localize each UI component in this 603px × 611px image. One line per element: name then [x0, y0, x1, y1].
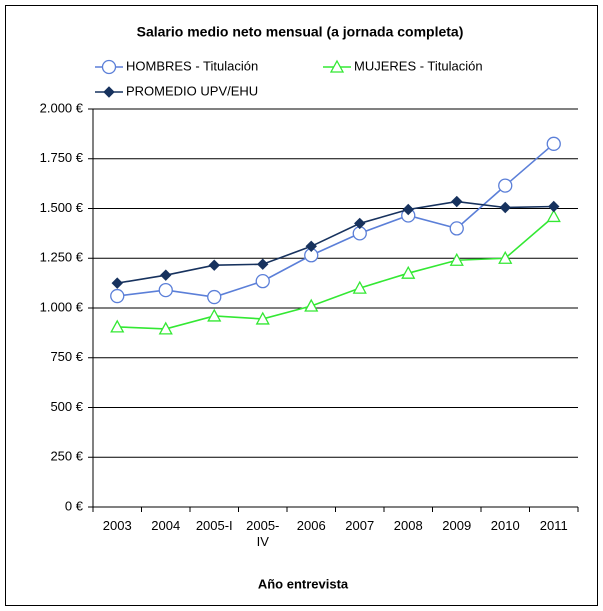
- marker: [546, 136, 561, 151]
- x-axis-title: Año entrevista: [258, 576, 349, 591]
- marker: [352, 280, 367, 294]
- marker: [110, 288, 125, 304]
- marker: [449, 221, 464, 236]
- marker: [451, 195, 463, 208]
- marker: [207, 289, 222, 305]
- x-tick-label: 2010: [490, 518, 520, 533]
- marker: [305, 240, 317, 253]
- x-tick-label: 2003: [102, 518, 132, 533]
- marker: [158, 321, 173, 335]
- y-tick-label: 0 €: [65, 498, 84, 513]
- series-line: [117, 200, 554, 284]
- x-tick-label: 2011: [539, 518, 568, 533]
- legend-marker: [101, 59, 117, 75]
- x-tick-label: 2004: [151, 518, 181, 533]
- y-tick-label: 500 €: [50, 399, 83, 414]
- series-line: [117, 215, 555, 330]
- series-line: [117, 143, 555, 298]
- legend-label: HOMBRES - Titulación: [126, 58, 258, 73]
- y-tick-label: 1.000 €: [40, 299, 84, 314]
- marker: [110, 319, 125, 333]
- marker: [354, 217, 366, 230]
- x-tick-label: 2006: [296, 518, 326, 533]
- chart-border: [5, 5, 598, 606]
- x-tick-label: 2009: [442, 518, 472, 533]
- y-tick-label: 1.250 €: [40, 250, 84, 265]
- marker: [255, 273, 270, 289]
- marker: [304, 298, 319, 312]
- x-tick-label: 2007: [345, 518, 375, 533]
- y-tick-label: 2.000 €: [40, 100, 84, 115]
- y-tick-label: 250 €: [50, 449, 83, 464]
- y-tick-label: 1.500 €: [40, 200, 84, 215]
- legend-label: MUJERES - Titulación: [354, 58, 483, 73]
- legend-marker: [329, 59, 345, 73]
- marker: [257, 258, 269, 270]
- marker: [208, 259, 220, 271]
- marker: [160, 269, 172, 281]
- marker: [401, 265, 416, 279]
- y-tick-label: 1.750 €: [40, 150, 84, 165]
- marker: [498, 250, 513, 264]
- x-tick-label: 2005-IV: [246, 518, 280, 549]
- marker: [498, 178, 513, 193]
- legend-marker: [103, 86, 115, 98]
- marker: [207, 308, 222, 322]
- marker: [546, 209, 561, 223]
- marker: [111, 277, 123, 289]
- marker: [499, 201, 511, 214]
- chart-title: Salario medio neto mensual (a jornada co…: [137, 24, 464, 40]
- marker: [402, 203, 414, 216]
- marker: [548, 200, 560, 213]
- y-tick-label: 750 €: [50, 349, 83, 364]
- marker: [449, 252, 464, 266]
- marker: [158, 282, 173, 298]
- x-tick-label: 2005-I: [195, 518, 233, 533]
- marker: [255, 311, 270, 325]
- legend-label: PROMEDIO UPV/EHU: [126, 83, 258, 98]
- x-tick-label: 2008: [393, 518, 423, 533]
